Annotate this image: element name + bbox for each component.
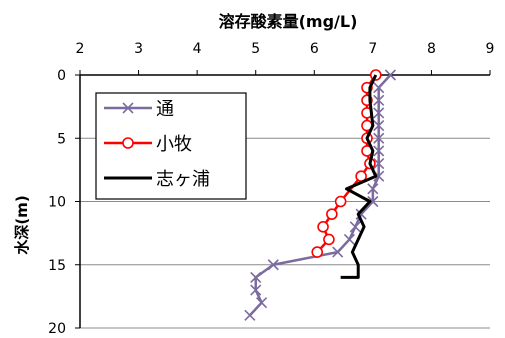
series-line	[340, 74, 378, 279]
x-marker-stroke	[373, 94, 385, 106]
x-tick-label: 8	[427, 41, 436, 57]
data-point	[373, 82, 385, 94]
data-point	[317, 221, 329, 233]
y-tick-label: 20	[48, 321, 66, 337]
x-marker-stroke	[373, 120, 385, 132]
x-marker-stroke	[373, 82, 385, 94]
x-tick-label: 4	[193, 41, 202, 57]
data-point	[349, 221, 361, 233]
chart-title: 溶存酸素量(mg/L)	[219, 12, 358, 31]
y-tick-label: 0	[57, 68, 66, 84]
data-point	[373, 107, 385, 119]
x-tick-label: 2	[76, 41, 85, 57]
data-point	[373, 157, 385, 170]
axes	[75, 70, 491, 329]
x-tick-label: 3	[134, 41, 143, 57]
x-marker-stroke	[373, 132, 385, 144]
legend-marker	[122, 137, 134, 149]
legend-item: 通	[104, 99, 174, 120]
legend-label: 通	[156, 99, 174, 120]
x-marker-stroke	[373, 170, 385, 182]
data-point	[311, 246, 324, 258]
data-point	[334, 195, 347, 208]
x-tick-label: 6	[310, 41, 319, 57]
data-point	[373, 94, 385, 106]
data-point	[250, 284, 262, 296]
x-marker-stroke	[367, 183, 379, 195]
x-marker-stroke	[373, 145, 385, 157]
data-point	[256, 297, 268, 309]
series-group	[244, 69, 396, 321]
x-marker-stroke	[367, 195, 379, 208]
data-point	[367, 195, 379, 208]
x-marker-stroke	[349, 221, 361, 233]
data-point	[326, 208, 338, 220]
data-point	[267, 259, 279, 271]
x-marker-stroke	[355, 208, 367, 220]
x-marker-stroke	[332, 246, 344, 258]
series-1	[244, 69, 396, 321]
x-tick-label: 9	[486, 41, 495, 57]
data-point	[332, 246, 344, 258]
x-marker-stroke	[250, 271, 262, 283]
data-point	[244, 309, 256, 321]
x-marker-stroke	[267, 259, 279, 271]
legend-marker	[122, 102, 134, 114]
x-marker-stroke	[256, 297, 268, 309]
data-point	[343, 233, 355, 246]
x-marker-stroke	[244, 309, 256, 321]
data-point	[373, 120, 385, 132]
legend-item: 小牧	[104, 134, 192, 155]
series-3	[340, 74, 378, 279]
x-marker-stroke	[343, 233, 355, 246]
data-point	[323, 233, 335, 246]
legend-label: 志ヶ浦	[156, 169, 210, 190]
y-tick-label: 10	[48, 195, 66, 211]
legend-box	[95, 92, 247, 200]
x-marker-stroke	[373, 107, 385, 119]
data-point	[367, 183, 379, 195]
x-marker-stroke	[384, 69, 396, 81]
y-axis-label: 水深(m)	[13, 195, 31, 254]
x-marker-stroke	[122, 102, 134, 114]
y-tick-label: 5	[57, 131, 66, 147]
data-point	[384, 69, 396, 81]
x-marker-stroke	[250, 284, 262, 296]
legend-label: 小牧	[156, 134, 192, 155]
data-point	[250, 271, 262, 283]
data-point	[373, 145, 385, 157]
tick-labels: 2 3 4 5 6 7 8 9 0 5 10 15 20	[48, 41, 494, 337]
data-point	[373, 132, 385, 144]
x-tick-label: 7	[368, 41, 377, 57]
y-tick-label: 15	[48, 258, 66, 274]
legend-item: 志ヶ浦	[104, 169, 210, 190]
x-marker-stroke	[373, 157, 385, 170]
data-point	[355, 208, 367, 220]
x-tick-label: 5	[251, 41, 260, 57]
